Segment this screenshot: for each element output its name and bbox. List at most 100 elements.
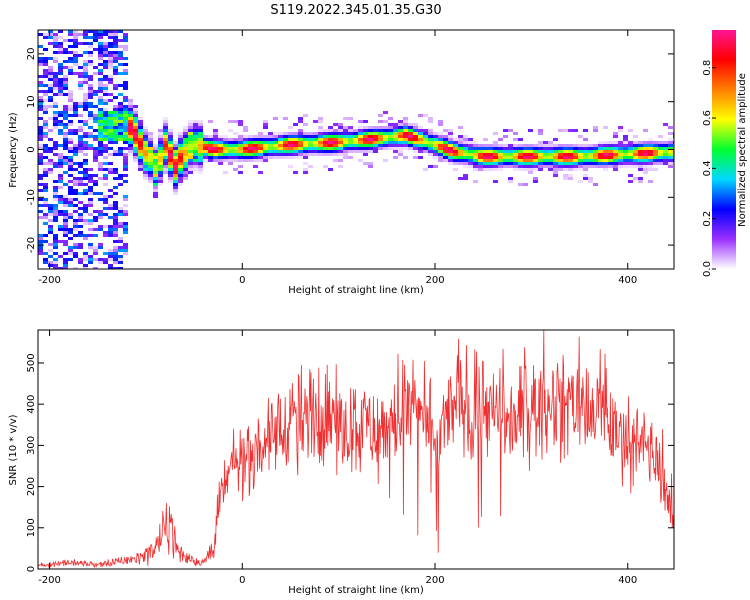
heatmap-cell <box>213 147 218 150</box>
heatmap-cell <box>258 147 263 150</box>
heatmap-cell <box>148 180 153 183</box>
heatmap-cell <box>418 150 423 153</box>
heatmap-cell <box>73 33 78 36</box>
heatmap-cell <box>123 210 128 213</box>
heatmap-cell <box>623 141 628 144</box>
heatmap-cell <box>63 195 68 198</box>
heatmap-cell <box>38 243 43 246</box>
heatmap-cell <box>98 225 103 228</box>
heatmap-cell <box>363 126 368 129</box>
heatmap-cell <box>83 135 88 138</box>
heatmap-cell <box>43 33 48 36</box>
heatmap-cell <box>623 156 628 159</box>
heatmap-cell <box>93 120 98 123</box>
heatmap-cell <box>393 123 398 126</box>
heatmap-cell <box>188 159 193 162</box>
heatmap-cell <box>108 168 113 171</box>
heatmap-cell <box>43 174 48 177</box>
heatmap-cell <box>553 156 558 159</box>
heatmap-cell <box>53 186 58 189</box>
heatmap-cell <box>308 165 313 168</box>
heatmap-cell <box>53 195 58 198</box>
heatmap-cell <box>58 51 63 54</box>
heatmap-cell <box>618 165 623 168</box>
heatmap-cell <box>173 165 178 168</box>
heatmap-cell <box>78 54 83 57</box>
heatmap-cell <box>63 135 68 138</box>
snr-y-tick-label: 100 <box>26 518 37 537</box>
heatmap-cell <box>243 138 248 141</box>
heatmap-cell <box>428 153 433 156</box>
heatmap-cell <box>113 240 118 243</box>
heatmap-cell <box>83 237 88 240</box>
heatmap-cell <box>553 171 558 174</box>
heatmap-cell <box>633 147 638 150</box>
heatmap-cell <box>58 210 63 213</box>
heatmap-cell <box>188 162 193 165</box>
heatmap-cell <box>98 54 103 57</box>
heatmap-cell <box>418 156 423 159</box>
heatmap-cell <box>43 204 48 207</box>
heatmap-cell <box>198 165 203 168</box>
heatmap-cell <box>538 147 543 150</box>
heatmap-cell <box>113 225 118 228</box>
heatmap-cell <box>443 129 448 132</box>
heatmap-cell <box>48 213 53 216</box>
heatmap-cell <box>98 120 103 123</box>
heatmap-cell <box>68 156 73 159</box>
heatmap-cell <box>113 222 118 225</box>
heatmap-cell <box>538 165 543 168</box>
heatmap-cell <box>523 159 528 162</box>
heatmap-cell <box>133 108 138 111</box>
heatmap-cell <box>508 144 513 147</box>
heatmap-cell <box>133 141 138 144</box>
snr-x-tick-label: -200 <box>38 575 61 586</box>
heatmap-cell <box>43 171 48 174</box>
heatmap-cell <box>158 162 163 165</box>
heatmap-cell <box>48 57 53 60</box>
heatmap-cell <box>428 147 433 150</box>
heatmap-cell <box>253 159 258 162</box>
heatmap-cell <box>133 132 138 135</box>
heatmap-cell <box>118 117 123 120</box>
heatmap-cell <box>88 36 93 39</box>
heatmap-cell <box>448 162 453 165</box>
heatmap-cell <box>608 153 613 156</box>
heatmap-cell <box>68 114 73 117</box>
colorbar-tick-label: 0.0 <box>702 261 713 277</box>
heatmap-cell <box>113 186 118 189</box>
heatmap-cell <box>38 105 43 108</box>
heatmap-cell <box>233 120 238 123</box>
heatmap-cell <box>188 171 193 174</box>
heatmap-cell <box>78 129 83 132</box>
heatmap-cell <box>463 141 468 144</box>
heatmap-cell <box>318 135 323 138</box>
colorbar-gradient <box>712 30 736 269</box>
heatmap-cell <box>43 216 48 219</box>
heatmap-cell <box>63 240 68 243</box>
heatmap-cell <box>48 87 53 90</box>
heatmap-cell <box>88 168 93 171</box>
heatmap-cell <box>123 156 128 159</box>
heatmap-cell <box>638 156 643 159</box>
heatmap-cell <box>118 93 123 96</box>
heatmap-cell <box>513 159 518 162</box>
heatmap-cell <box>188 120 193 123</box>
heatmap-cell <box>288 156 293 159</box>
heatmap-cell <box>68 129 73 132</box>
heatmap-cell <box>528 159 533 162</box>
heatmap-cell <box>483 153 488 156</box>
heatmap-cell <box>213 153 218 156</box>
heatmap-cell <box>103 126 108 129</box>
heatmap-cell <box>523 183 528 186</box>
heatmap-cell <box>283 156 288 159</box>
heatmap-cell <box>73 51 78 54</box>
heatmap-cell <box>198 156 203 159</box>
heatmap-cell <box>118 174 123 177</box>
heatmap-cell <box>123 81 128 84</box>
heatmap-cell <box>428 120 433 123</box>
heatmap-cell <box>483 147 488 150</box>
heatmap-cell <box>533 153 538 156</box>
heatmap-cell <box>63 126 68 129</box>
heatmap-cell <box>208 150 213 153</box>
